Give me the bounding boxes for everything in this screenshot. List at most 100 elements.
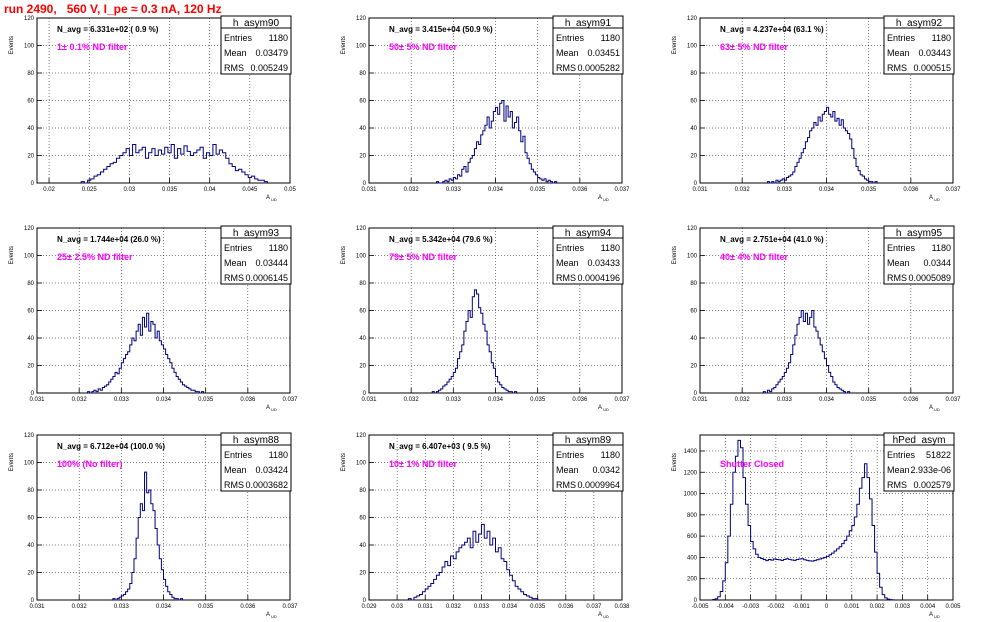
y-tick-label: 20 <box>27 154 34 160</box>
stats-label: RMS <box>224 63 244 73</box>
x-tick-label: 0.035 <box>198 397 214 403</box>
x-tick-label: 0.033 <box>777 187 793 193</box>
y-tick-label: 100 <box>356 254 367 260</box>
stats-value: 0.0005089 <box>908 273 951 283</box>
filter-label: 100% (No filter) <box>57 459 123 469</box>
y-tick-label: 100 <box>687 254 698 260</box>
stats-value: 1180 <box>269 243 288 253</box>
y-tick-label: 120 <box>687 226 698 232</box>
stats-value: 1180 <box>269 33 288 43</box>
x-tick-label: 0.034 <box>156 604 172 610</box>
y-tick-label: 80 <box>27 488 34 494</box>
x-tick-label: 0.035 <box>530 397 546 403</box>
x-tick-label: 0.037 <box>945 187 961 193</box>
histogram-series <box>762 310 851 394</box>
x-tick-label: 0.029 <box>361 604 377 610</box>
stats-value: 0.03451 <box>587 48 620 58</box>
x-tick-label: 0.031 <box>692 397 708 403</box>
x-tick-label: 0.031 <box>29 604 45 610</box>
navg-label: N_avg = 3.415e+04 (50.9 %) <box>389 25 493 34</box>
y-tick-label: 20 <box>359 364 366 370</box>
stats-label: Entries <box>887 450 916 460</box>
x-tick-label: 0.035 <box>530 604 546 610</box>
stats-label: Mean <box>887 465 910 475</box>
y-tick-label: 80 <box>690 71 697 77</box>
navg-label: N_avg = 1.744e+04 (26.0 %) <box>57 235 161 244</box>
y-tick-label: 80 <box>27 71 34 77</box>
y-axis-title: Events <box>341 246 347 264</box>
stats-label: RMS <box>887 273 907 283</box>
filter-label: 63± 5% ND filter <box>720 42 788 52</box>
x-tick-label: 0.034 <box>819 187 835 193</box>
y-tick-label: 120 <box>687 16 698 22</box>
filter-label: 1± 0.1% ND filter <box>57 42 128 52</box>
filter-label: Shutter Closed <box>720 459 784 469</box>
filter-label: 25± 2.5% ND filter <box>57 252 133 262</box>
histogram-panel-h_asym91: 0.031 0.032 0.033 0.034 0.035 0.036 0.037 0 20 40… <box>341 15 630 202</box>
y-tick-label: 800 <box>687 513 698 519</box>
stats-value: 0.002579 <box>913 480 951 490</box>
stats-value: 0.0003682 <box>245 480 288 490</box>
y-tick-label: 20 <box>27 364 34 370</box>
x-tick-label: 0.02 <box>43 187 55 193</box>
y-tick-label: 0 <box>31 391 35 397</box>
stats-label: Entries <box>224 33 253 43</box>
x-tick-label: 0.03 <box>124 187 136 193</box>
x-tick-label: 0.031 <box>361 187 377 193</box>
x-tick-label: 0.032 <box>72 397 88 403</box>
stats-label: RMS <box>556 480 576 490</box>
stats-value: 51822 <box>926 450 951 460</box>
stats-label: Entries <box>556 450 585 460</box>
stats-label: RMS <box>887 480 907 490</box>
y-tick-label: 120 <box>24 16 35 22</box>
x-tick-label: 0.036 <box>558 604 574 610</box>
histogram-name: h_asym89 <box>565 435 612 446</box>
y-tick-label: 40 <box>27 336 34 342</box>
x-tick-label: 0.031 <box>361 397 377 403</box>
x-tick-label: 0.032 <box>404 397 420 403</box>
y-tick-label: 20 <box>690 364 697 370</box>
y-tick-label: 60 <box>27 99 34 105</box>
y-tick-label: 120 <box>356 433 367 439</box>
y-tick-label: 600 <box>687 534 698 540</box>
y-tick-label: 200 <box>687 577 698 583</box>
y-tick-label: 100 <box>24 44 35 50</box>
x-tick-label: 0 <box>825 604 829 610</box>
x-axis-title: AUD <box>598 195 609 202</box>
y-tick-label: 40 <box>27 543 34 549</box>
y-tick-label: 40 <box>27 126 34 132</box>
y-tick-label: 20 <box>690 154 697 160</box>
stats-label: Mean <box>224 465 247 475</box>
y-tick-label: 80 <box>690 281 697 287</box>
x-tick-label: 0.004 <box>920 604 936 610</box>
x-tick-label: -0.005 <box>691 604 709 610</box>
stats-label: Entries <box>556 33 585 43</box>
navg-label: N_avg = 6.331e+02 ( 0.9 %) <box>57 25 159 34</box>
histogram-series <box>407 523 539 601</box>
stats-label: Mean <box>556 258 579 268</box>
histogram-name: h_asym94 <box>565 228 612 239</box>
x-tick-label: 0.033 <box>474 604 490 610</box>
x-tick-label: 0.031 <box>418 604 434 610</box>
stats-label: Mean <box>556 465 579 475</box>
stats-value: 0.03424 <box>255 465 288 475</box>
navg-label: N_avg = 4.237e+04 (63.1 %) <box>720 25 824 34</box>
stats-label: Entries <box>224 243 253 253</box>
y-tick-label: 100 <box>356 461 367 467</box>
histogram-panel-h_asym92: 0.031 0.032 0.033 0.034 0.035 0.036 0.037 0 20 40… <box>672 15 961 202</box>
y-tick-label: 120 <box>356 16 367 22</box>
histogram-panel-h_asym88: 0.031 0.032 0.033 0.034 0.035 0.036 0.037 0 20 40… <box>9 432 298 619</box>
x-axis-title: AUD <box>929 405 940 412</box>
y-tick-label: 40 <box>359 126 366 132</box>
y-tick-label: 60 <box>27 516 34 522</box>
y-tick-label: 1000 <box>684 492 698 498</box>
y-axis-title: Events <box>672 36 678 54</box>
x-tick-label: -0.002 <box>767 604 785 610</box>
x-tick-label: 0.031 <box>29 397 45 403</box>
x-tick-label: 0.035 <box>861 397 877 403</box>
histogram-name: h_asym88 <box>233 435 280 446</box>
x-tick-label: 0.035 <box>861 187 877 193</box>
stats-value: 0.0342 <box>592 465 620 475</box>
histogram-name: h_asym95 <box>896 228 943 239</box>
navg-label: N_avg = 5.342e+04 (79.6 %) <box>389 235 493 244</box>
